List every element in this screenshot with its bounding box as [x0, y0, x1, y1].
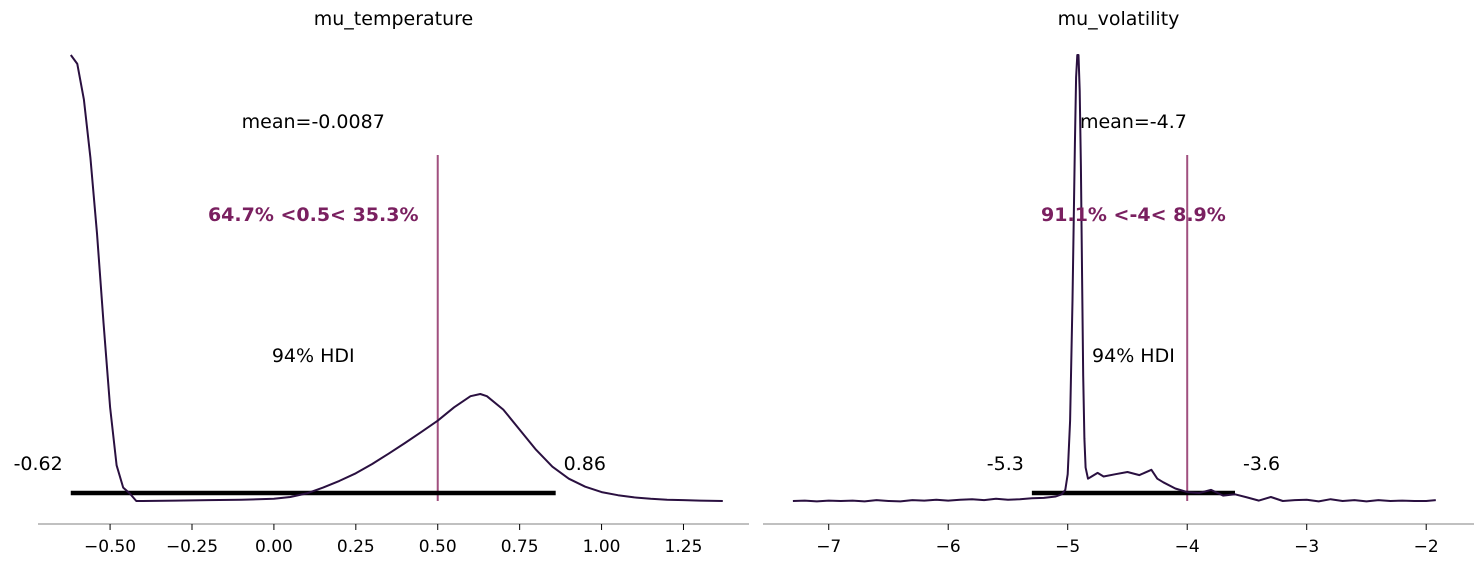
- mean-label: mean=-0.0087: [242, 111, 385, 133]
- hdi-low-label: -5.3: [987, 453, 1024, 475]
- x-tick-label: −4: [1175, 537, 1200, 557]
- hdi-high-label: -3.6: [1243, 453, 1280, 475]
- hdi-label: 94% HDI: [272, 345, 355, 367]
- reference-percent-label: 64.7% <0.5< 35.3%: [208, 204, 419, 226]
- x-tick-label: −5: [1055, 537, 1080, 557]
- x-tick-label: −3: [1294, 537, 1319, 557]
- hdi-high-label: 0.86: [564, 453, 606, 475]
- reference-percent-label: 91.1% <-4< 8.9%: [1041, 204, 1226, 226]
- x-tick-label: 0.75: [501, 537, 539, 557]
- x-tick-label: 1.25: [665, 537, 703, 557]
- x-tick-label: −7: [816, 537, 841, 557]
- chart-title: mu_temperature: [314, 8, 473, 30]
- chart-panel-1: mu_temperature −0.50 −0.25 0.00 0.25 0.50 0.75…: [14, 8, 749, 557]
- x-tick-label: 0.25: [337, 537, 375, 557]
- hdi-label: 94% HDI: [1092, 345, 1175, 367]
- x-tick-label: 1.00: [583, 537, 621, 557]
- mean-label: mean=-4.7: [1080, 111, 1187, 133]
- x-tick-label: −0.50: [84, 537, 136, 557]
- density-curve: [792, 54, 1436, 503]
- density-curve: [69, 54, 723, 502]
- hdi-low-label: -0.62: [14, 453, 63, 475]
- x-tick-label: −0.25: [166, 537, 218, 557]
- x-tick-label: −2: [1414, 537, 1439, 557]
- x-tick-label: −6: [936, 537, 961, 557]
- x-tick-label: 0.00: [255, 537, 293, 557]
- x-tick-label: 0.50: [419, 537, 457, 557]
- chart-title: mu_volatility: [1058, 8, 1180, 30]
- chart-panel-2: mu_volatility −7 −6 −5 −4 −3 −2 mean=-4.7 91.1% …: [763, 8, 1474, 557]
